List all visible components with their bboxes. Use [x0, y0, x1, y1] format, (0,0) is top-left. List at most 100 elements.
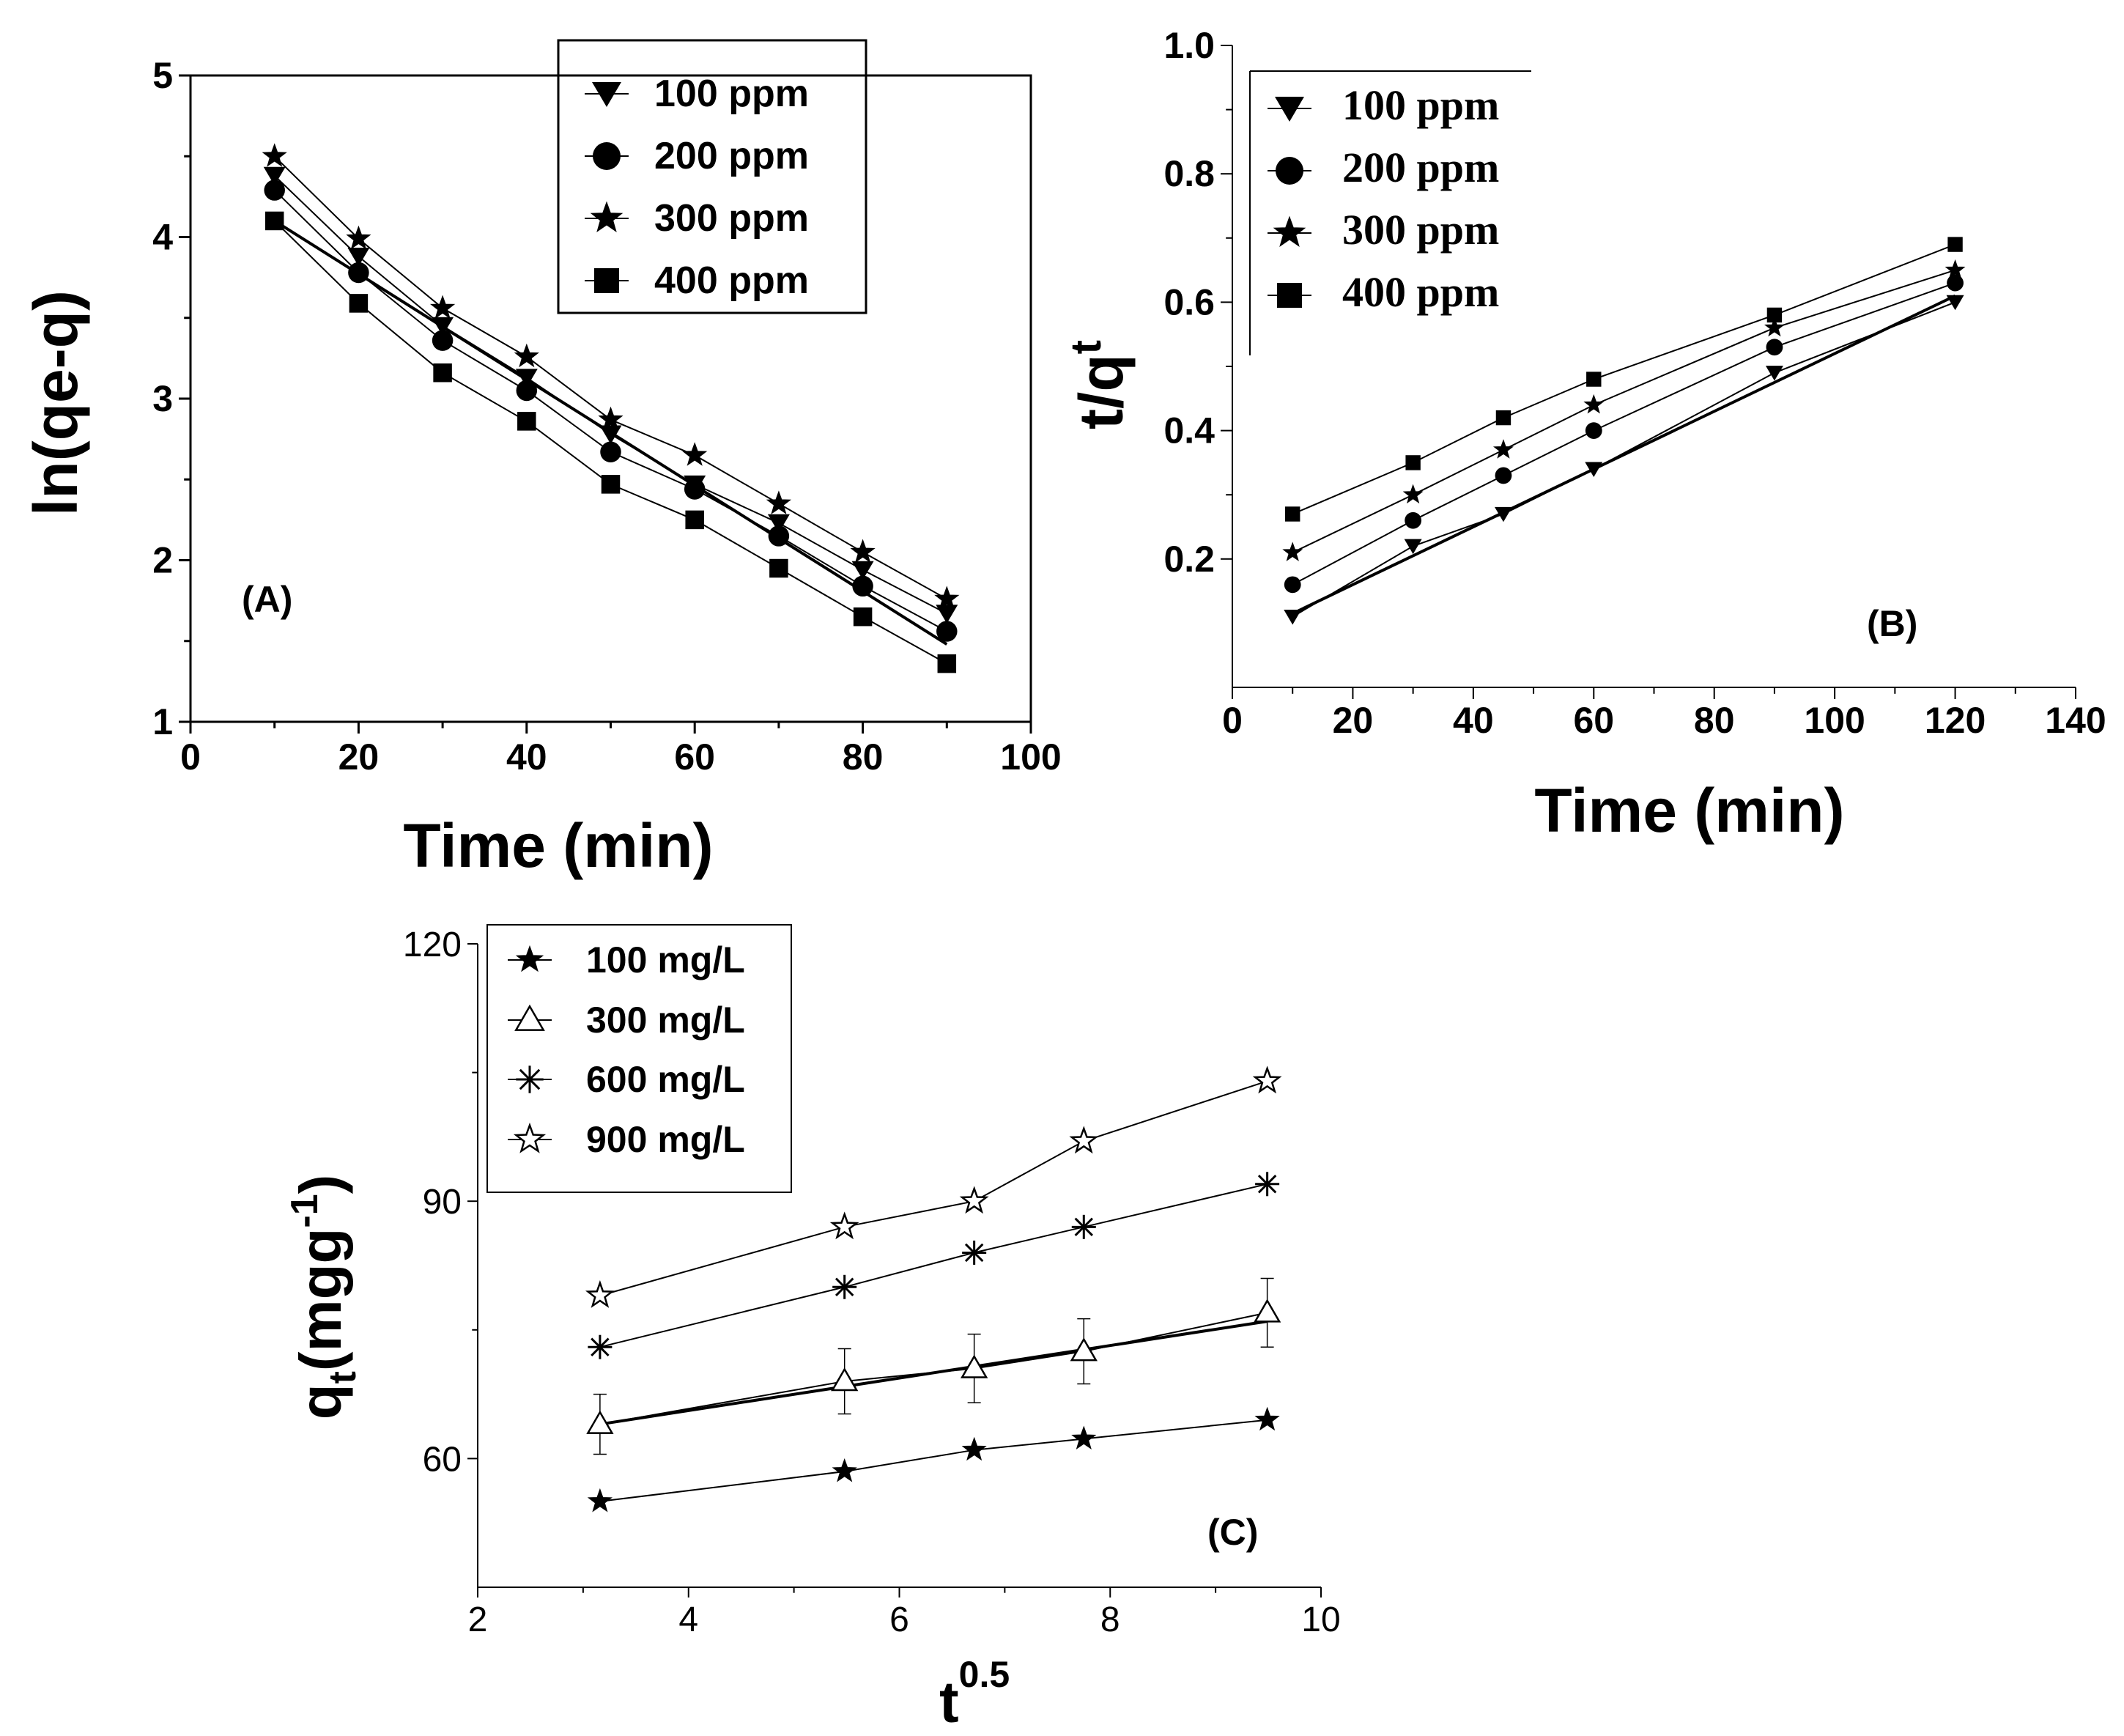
panel-a-y-tick-label: 2 [152, 540, 173, 581]
panel-a-point-s3-2 [433, 363, 452, 383]
panel-a-legend-marker-2 [590, 201, 623, 232]
panel-c-point-s0-1 [832, 1458, 857, 1482]
panel-c-legend-marker-3 [513, 1122, 547, 1153]
panel-a-y-axis-title: ln(qe-q) [21, 290, 90, 516]
panel-b-point-s2-0 [1282, 542, 1303, 561]
panel-a-x-tick-label: 20 [338, 736, 380, 777]
panel-c-label: (C) [1207, 1512, 1258, 1553]
panel-c-legend-marker-1 [514, 1004, 545, 1031]
panel-a-point-s3-6 [769, 558, 788, 578]
panel-c-point-s2-0-stroke [591, 1337, 610, 1356]
panel-a-series-line-0 [274, 174, 947, 615]
panel-b-point-s2-5 [1944, 259, 1966, 279]
panel-b-legend-marker-3 [1277, 283, 1302, 308]
panel-b-y-tick-label: 0.2 [1163, 539, 1215, 580]
panel-b-point-s3-2 [1495, 410, 1511, 426]
panel-b-fit-line [1292, 294, 1956, 616]
panel-a-point-s2-6 [766, 490, 792, 514]
panel-a-x-tick-label: 80 [843, 736, 884, 777]
panel-a-legend-box [557, 39, 867, 314]
panel-c-point-s2-3 [1071, 1214, 1096, 1239]
panel-a-legend: 100 ppm 200 ppm 300 ppm 400 ppm [557, 39, 867, 314]
panel-c-point-s2-0 [588, 1334, 613, 1359]
panel-a-point-s3-5 [685, 510, 704, 530]
panel-a-point-s1-4 [600, 441, 621, 463]
panel-a-point-s1-5 [684, 479, 706, 500]
panel-b-point-s3-3 [1586, 372, 1602, 387]
panel-b-legend: 100 ppm 200 ppm 300 ppm 400 ppm [1249, 70, 1531, 355]
panel-b-x-axis-title: Time (min) [1534, 776, 1844, 845]
panel-a-legend-label-1: 200 ppm [654, 135, 809, 177]
panel-b-legend-label-0: 100 ppm [1342, 81, 1499, 129]
panel-c-series-line-0 [599, 1419, 1268, 1502]
panel-c-legend-marker-2-stroke [519, 1068, 541, 1090]
panel-a-label: (A) [242, 579, 292, 620]
panel-a-point-s0-4 [599, 425, 622, 445]
panel-c-y-axis-title: qt(mgg-1) [284, 1175, 364, 1420]
panel-b-series-line-1 [1292, 282, 1955, 586]
panel-b-y-axis-title: t/qt [1062, 340, 1136, 429]
panel-c-x-tick-label: 2 [468, 1600, 488, 1639]
panel-c-point-s2-1 [832, 1274, 857, 1299]
chart-panel-a: 0 20 40 60 80 100 1 2 3 4 5 (A) Time (min) ln(qe-q… [21, 39, 1062, 880]
panel-b-series-line-2 [1292, 269, 1955, 553]
panel-c-point-s2-1-stroke [835, 1277, 854, 1296]
panel-b-y-tick-label: 0.4 [1163, 410, 1215, 451]
panel-b-point-s1-2 [1495, 467, 1512, 484]
panel-c-point-s2-2-stroke [964, 1243, 984, 1263]
panel-a-point-s2-2 [429, 295, 456, 320]
panel-b-y-axis-title-main: t/q [1067, 354, 1136, 429]
panel-b-point-s0-0 [1284, 610, 1302, 625]
panel-c-legend-label-2: 600 mg/L [586, 1059, 745, 1100]
panel-a-point-s1-7 [852, 575, 873, 597]
panel-c-y-tick-label: 60 [423, 1440, 462, 1479]
panel-b-point-s0-5 [1946, 295, 1964, 311]
panel-b-point-s1-3 [1585, 422, 1602, 439]
panel-c-point-s1-1 [831, 1367, 859, 1392]
panel-c-fit-line [599, 1320, 1268, 1426]
panel-c-legend-box [486, 924, 792, 1193]
panel-a-point-s2-1 [346, 225, 371, 250]
panel-b-point-s0-3 [1585, 462, 1603, 477]
panel-c-point-s0-2 [961, 1436, 987, 1461]
panel-a-point-s0-2 [432, 317, 454, 336]
panel-b-x-tick-label: 0 [1222, 700, 1243, 741]
panel-a-y-tick-label: 4 [152, 217, 173, 258]
panel-a-x-axis-title: Time (min) [403, 811, 713, 880]
panel-a-point-s1-0 [264, 180, 285, 201]
panel-a-x-tick-label: 0 [180, 736, 201, 777]
panel-b-point-s3-1 [1405, 455, 1421, 470]
panel-a-y-tick-label: 3 [152, 378, 173, 419]
panel-c-y-axis-title-sup: -1 [284, 1194, 326, 1227]
panel-c-point-s2-2 [962, 1240, 987, 1265]
panel-b-x-tick-label: 20 [1333, 700, 1374, 741]
panel-b-point-s0-1 [1404, 539, 1422, 555]
panel-b-point-s1-1 [1405, 511, 1422, 529]
panel-b-point-s2-1 [1402, 484, 1424, 504]
panel-c-legend-marker-2 [516, 1065, 544, 1093]
panel-b-x-tick-label: 60 [1573, 700, 1614, 741]
panel-c-x-axis-title-sup: 0.5 [959, 1654, 1010, 1695]
panel-b-y-tick-label: 0.8 [1163, 153, 1215, 194]
panel-a-x-tick-label: 60 [674, 736, 715, 777]
panel-b-legend-marker-2 [1273, 215, 1306, 247]
panel-a-point-s3-7 [853, 607, 873, 627]
chart-panel-b: 0 20 40 60 80 100 120 140 0.2 0.4 0.6 0.8 1.0 (B) Ti… [1062, 25, 2106, 845]
panel-a-frame [189, 74, 1032, 723]
panel-b-point-s0-2 [1494, 506, 1512, 522]
panel-c-point-s2-4 [1255, 1172, 1280, 1197]
panel-b-x-tick-label: 140 [2045, 700, 2106, 741]
panel-c-point-s1-2 [960, 1354, 988, 1378]
panel-c-y-axis-title-q: q [288, 1384, 353, 1419]
panel-a-point-s2-7 [850, 539, 876, 563]
panel-a-y-tick-label: 1 [152, 701, 173, 742]
panel-a-point-s0-7 [851, 561, 874, 580]
panel-b-point-s1-4 [1766, 339, 1783, 356]
panel-a-point-s3-0 [264, 211, 284, 231]
panel-c-x-tick-label: 8 [1100, 1600, 1120, 1639]
panel-b-legend-label-2: 300 ppm [1342, 206, 1499, 254]
panel-a-point-s0-1 [347, 247, 370, 267]
panel-a-point-s1-8 [936, 621, 958, 642]
panel-c-point-s1-3 [1070, 1337, 1098, 1362]
